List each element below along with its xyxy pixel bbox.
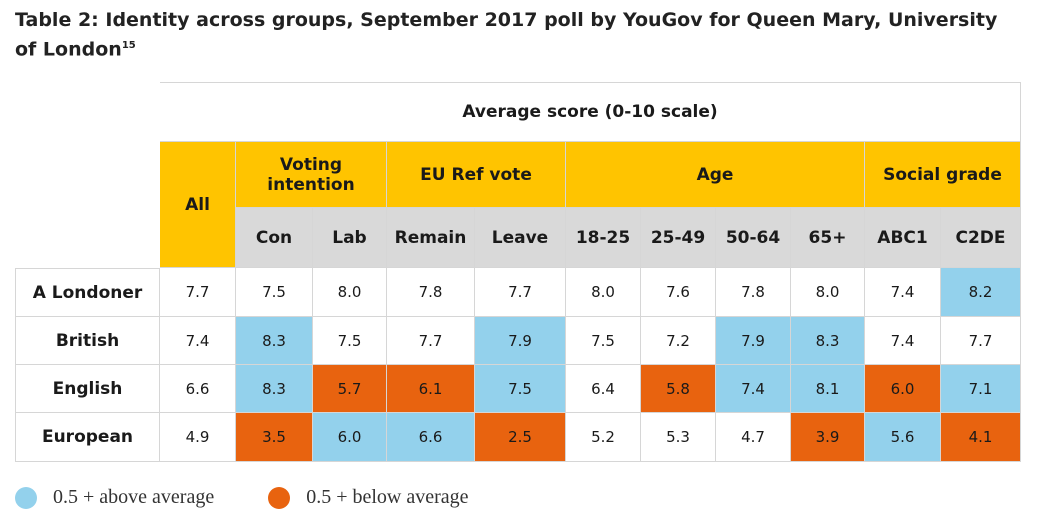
- row-label: A Londoner: [15, 268, 160, 317]
- table-cell: 8.1: [791, 365, 865, 413]
- legend: 0.5 + above average 0.5 + below average: [15, 486, 469, 509]
- table-cell: 7.8: [387, 268, 475, 317]
- table-cell: 4.1: [941, 413, 1021, 462]
- table-cell: 7.7: [475, 268, 566, 317]
- table-cell: 7.5: [236, 268, 313, 317]
- legend-label: 0.5 + below average: [306, 486, 469, 508]
- table-cell: 8.0: [791, 268, 865, 317]
- table-cell: 7.4: [865, 317, 941, 365]
- table-cell: 5.6: [865, 413, 941, 462]
- table-cell: 7.8: [716, 268, 791, 317]
- legend-item: 0.5 + below average: [268, 486, 469, 509]
- column-header: C2DE: [941, 208, 1021, 268]
- column-header: 65+: [791, 208, 865, 268]
- legend-dot-icon: [15, 486, 37, 509]
- table-cell: 7.6: [641, 268, 716, 317]
- legend-item: 0.5 + above average: [15, 486, 214, 509]
- table-cell: 7.5: [475, 365, 566, 413]
- table-cell: 5.3: [641, 413, 716, 462]
- legend-label: 0.5 + above average: [53, 486, 215, 508]
- table-cell: 7.5: [313, 317, 387, 365]
- table-cell: 7.4: [716, 365, 791, 413]
- cell-all: 6.6: [160, 365, 236, 413]
- row-label: English: [15, 365, 160, 413]
- table-cell: 6.4: [566, 365, 641, 413]
- table-cell: 6.0: [313, 413, 387, 462]
- table-cell: 7.9: [475, 317, 566, 365]
- table-cell: 3.5: [236, 413, 313, 462]
- column-header: Leave: [475, 208, 566, 268]
- table-cell: 7.9: [716, 317, 791, 365]
- column-header: 50-64: [716, 208, 791, 268]
- table-cell: 6.1: [387, 365, 475, 413]
- column-header: Remain: [387, 208, 475, 268]
- column-header-all: All: [160, 142, 236, 268]
- table-cell: 8.0: [566, 268, 641, 317]
- table-cell: 5.2: [566, 413, 641, 462]
- table-cell: 8.3: [236, 365, 313, 413]
- column-header: ABC1: [865, 208, 941, 268]
- table-cell: 7.5: [566, 317, 641, 365]
- table-cell: 8.2: [941, 268, 1021, 317]
- table-cell: 5.7: [313, 365, 387, 413]
- empty-corner: [15, 82, 160, 268]
- table-cell: 4.7: [716, 413, 791, 462]
- table-cell: 6.6: [387, 413, 475, 462]
- cell-all: 4.9: [160, 413, 236, 462]
- column-header: 18-25: [566, 208, 641, 268]
- table-title: Table 2: Identity across groups, Septemb…: [15, 9, 998, 61]
- column-header: Con: [236, 208, 313, 268]
- group-header: EU Ref vote: [387, 142, 566, 208]
- table-cell: 8.3: [791, 317, 865, 365]
- table-cell: 7.1: [941, 365, 1021, 413]
- table-cell: 3.9: [791, 413, 865, 462]
- group-header: Social grade: [865, 142, 1021, 208]
- row-label: British: [15, 317, 160, 365]
- average-score-header: Average score (0-10 scale): [160, 82, 1021, 142]
- table-cell: 7.4: [865, 268, 941, 317]
- cell-all: 7.7: [160, 268, 236, 317]
- row-label: European: [15, 413, 160, 462]
- table-cell: 5.8: [641, 365, 716, 413]
- column-header: 25-49: [641, 208, 716, 268]
- column-header: Lab: [313, 208, 387, 268]
- table-cell: 7.7: [387, 317, 475, 365]
- table-cell: 8.0: [313, 268, 387, 317]
- group-header: Age: [566, 142, 865, 208]
- table-cell: 8.3: [236, 317, 313, 365]
- table-cell: 2.5: [475, 413, 566, 462]
- table-cell: 7.2: [641, 317, 716, 365]
- cell-all: 7.4: [160, 317, 236, 365]
- legend-dot-icon: [268, 486, 291, 509]
- table-cell: 7.7: [941, 317, 1021, 365]
- table-cell: 6.0: [865, 365, 941, 413]
- group-header: Voting intention: [236, 142, 387, 208]
- identity-table: Average score (0-10 scale) All Voting inte…: [15, 82, 1021, 462]
